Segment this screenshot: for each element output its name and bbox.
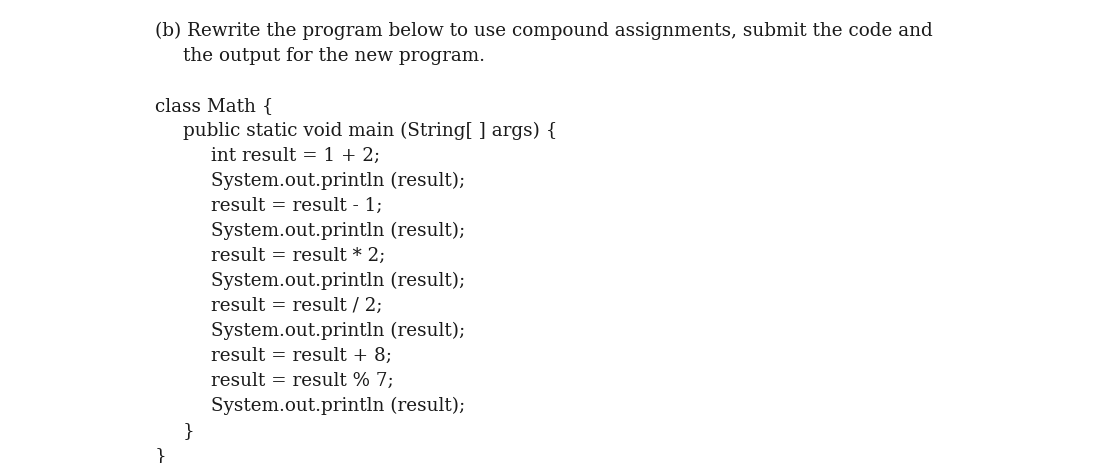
- Text: (b) Rewrite the program below to use compound assignments, submit the code and: (b) Rewrite the program below to use com…: [155, 22, 932, 40]
- Text: result = result % 7;: result = result % 7;: [211, 371, 394, 389]
- Text: int result = 1 + 2;: int result = 1 + 2;: [211, 147, 380, 165]
- Text: }: }: [155, 446, 167, 463]
- Text: result = result * 2;: result = result * 2;: [211, 246, 386, 264]
- Text: the output for the new program.: the output for the new program.: [183, 47, 485, 65]
- Text: result = result + 8;: result = result + 8;: [211, 346, 392, 364]
- Text: public static void main (String[ ] args) {: public static void main (String[ ] args)…: [183, 122, 558, 140]
- Text: result = result / 2;: result = result / 2;: [211, 296, 382, 314]
- Text: result = result - 1;: result = result - 1;: [211, 197, 382, 214]
- Text: System.out.println (result);: System.out.println (result);: [211, 221, 465, 240]
- Text: System.out.println (result);: System.out.println (result);: [211, 396, 465, 414]
- Text: System.out.println (result);: System.out.println (result);: [211, 321, 465, 339]
- Text: System.out.println (result);: System.out.println (result);: [211, 172, 465, 190]
- Text: }: }: [183, 421, 195, 439]
- Text: class Math {: class Math {: [155, 97, 274, 115]
- Text: System.out.println (result);: System.out.println (result);: [211, 271, 465, 290]
